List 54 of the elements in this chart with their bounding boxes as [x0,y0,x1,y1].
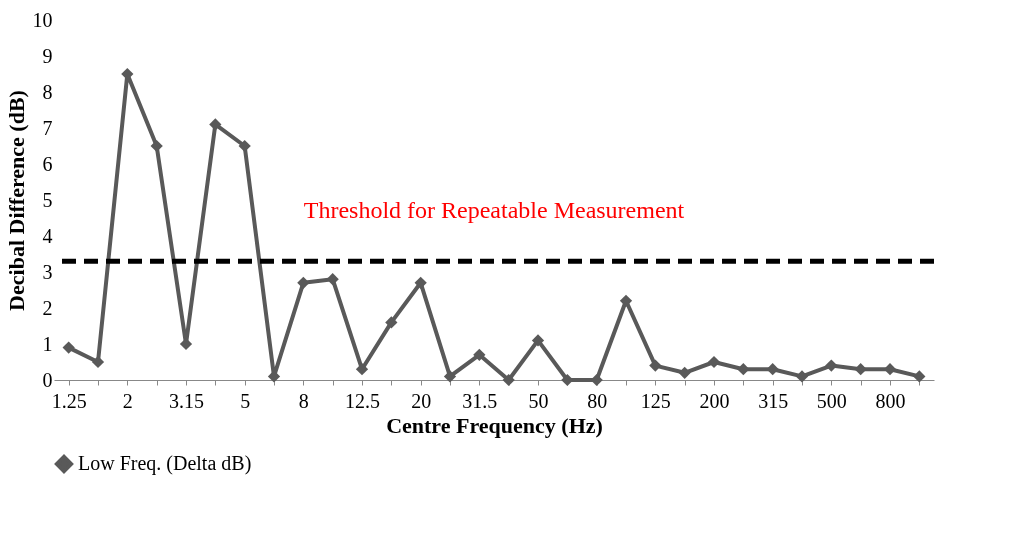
x-tick-label: 12.5 [345,389,380,412]
point [443,370,457,383]
x-tick-label: 315 [758,389,789,412]
y-tick-label: 1 [42,332,53,355]
y-axis-title: Decibal Difference (dB) [3,90,29,311]
point [502,373,515,387]
point [473,348,486,361]
x-tick-label: 500 [816,389,847,412]
x-tick-label: 5 [240,389,251,412]
point [619,294,633,307]
point [883,363,897,376]
point [795,370,809,383]
y-tick-label: 2 [42,296,53,319]
point [913,370,926,383]
point [561,373,574,387]
x-tick-label: 3.15 [169,389,204,412]
x-tick-label: 8 [298,389,309,412]
y-tick-label: 0 [42,368,53,391]
point [62,341,75,354]
y-tick-label: 6 [42,152,53,175]
y-tick-label: 5 [42,188,53,211]
point [678,366,691,379]
x-axis-title: Centre Frequency (Hz) [386,412,603,438]
point [649,359,662,372]
x-tick-label: 80 [587,389,608,412]
x-tick-label: 125 [640,389,671,412]
x-tick-label: 1.25 [51,389,87,412]
y-tick-label: 7 [42,116,53,139]
point [238,139,251,153]
x-tick-label: 200 [699,389,730,412]
point [91,355,105,369]
y-tick-label: 8 [42,80,53,103]
x-tick-label: 50 [528,389,549,412]
point [531,334,545,347]
point [590,373,603,387]
x-tick-label: 20 [411,389,432,412]
x-tick-label: 31.5 [462,389,498,412]
point [385,316,398,329]
point [150,139,163,153]
point [414,276,427,289]
point [707,355,721,369]
y-tick-label: 3 [42,260,53,283]
legend-label: Low Freq. (Delta dB) [78,452,252,475]
point [267,370,281,383]
y-tick-label: 10 [32,8,53,31]
point [825,359,838,372]
ref-line-label: Threshold for Repeatable Measurement [303,197,685,224]
y-tick-label: 9 [42,44,53,67]
point [355,363,369,376]
point [209,118,222,131]
x-tick-label: 2 [122,389,133,412]
x-tick-label: 800 [875,389,906,412]
point [854,363,867,376]
y-tick-label: 4 [42,224,53,247]
